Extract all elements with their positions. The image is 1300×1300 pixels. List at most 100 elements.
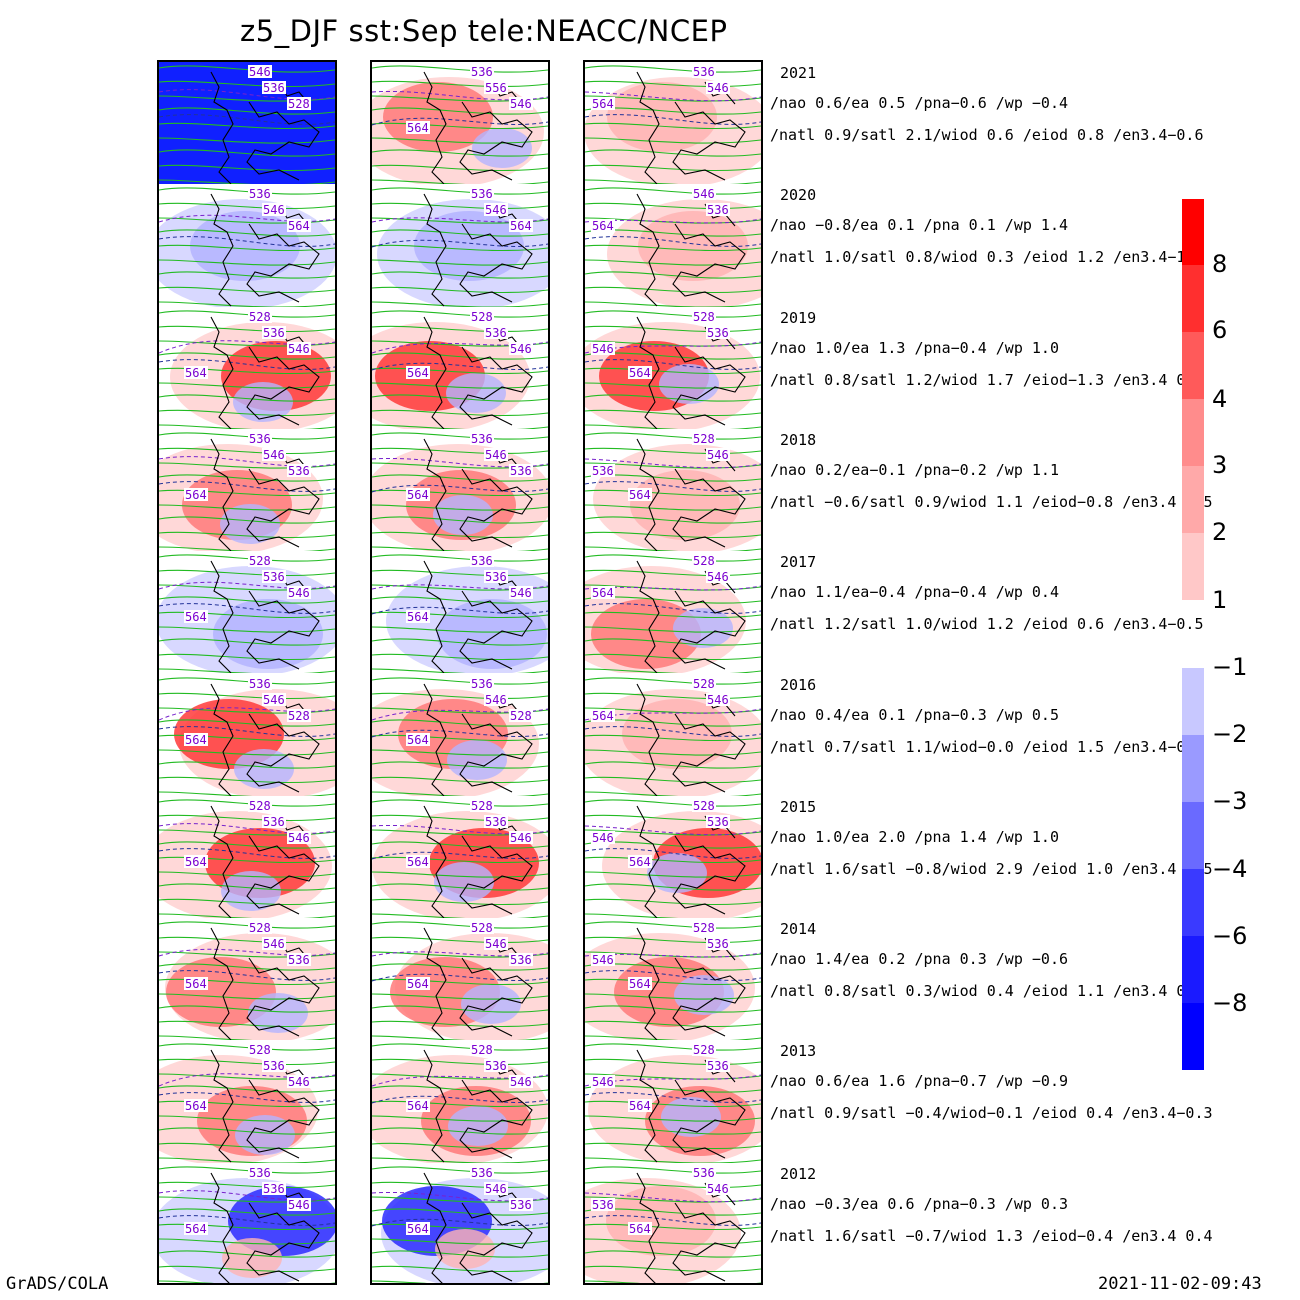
anomaly-core (622, 698, 732, 769)
secondary-anomaly (661, 1097, 721, 1138)
contour-label: 536 (693, 65, 715, 79)
height-contour (159, 898, 335, 905)
height-contour (159, 1115, 335, 1123)
height-contour (372, 409, 548, 416)
secondary-anomaly (448, 1106, 508, 1147)
height-contour (585, 301, 761, 307)
contour-label: 536 (592, 1198, 614, 1212)
height-contour (372, 309, 548, 318)
height-contour (372, 1035, 548, 1041)
height-contour (159, 340, 335, 347)
map-panel: 528 546 564 (585, 673, 761, 796)
contour-label-box (591, 586, 615, 600)
colorbar-tick-label: 8 (1212, 250, 1228, 278)
contour-label: 528 (249, 310, 271, 324)
contour-label-box (470, 798, 494, 812)
dashed-contour (585, 847, 761, 859)
sst-indices: /natl 0.9/satl −0.4/wiod−0.1 /eiod 0.4 /… (770, 1104, 1213, 1123)
sst-indices: /natl 1.6/satl −0.8/wiod 2.9 /eiod 1.0 /… (770, 859, 1213, 878)
height-contour (159, 245, 335, 252)
height-contour (372, 382, 548, 389)
contour-label-box (628, 1099, 652, 1113)
height-contour (372, 760, 548, 769)
contour-label-box (509, 219, 533, 233)
contour-label-box (692, 431, 716, 445)
height-contour (159, 301, 335, 307)
height-contour (159, 668, 335, 674)
height-contour (372, 871, 548, 878)
contour-label-box (248, 187, 272, 201)
height-contour (372, 179, 548, 185)
height-contour (372, 963, 548, 971)
contour-label-box (628, 487, 652, 501)
height-contour (372, 1223, 548, 1230)
contour-label-box (509, 586, 533, 600)
contour-label: 546 (510, 1075, 532, 1089)
contour-label: 528 (471, 921, 493, 935)
dashed-contour (159, 948, 335, 957)
height-contour (372, 626, 548, 633)
secondary-anomaly (447, 739, 507, 780)
height-contour (159, 351, 335, 360)
contour-label: 536 (485, 815, 507, 829)
contour-label: 536 (288, 464, 310, 478)
dashed-contour (159, 456, 335, 467)
anomaly-core (213, 599, 323, 670)
height-contour (159, 531, 335, 538)
height-contour (372, 1208, 548, 1216)
height-contour (372, 203, 548, 210)
height-contour (159, 1196, 335, 1203)
dashed-contour (585, 114, 761, 125)
height-contour (159, 1127, 335, 1136)
contour-label: 536 (510, 1198, 532, 1212)
contour-label-box (248, 431, 272, 445)
height-contour (372, 1127, 548, 1136)
height-contour (159, 137, 335, 144)
sst-indices: /natl 0.8/satl 0.3/wiod 0.4 /eiod 1.1 /e… (770, 982, 1204, 1001)
colorbar-swatch (1182, 869, 1204, 936)
height-contour (159, 287, 335, 294)
height-contour (159, 871, 335, 878)
contour-label: 564 (185, 733, 207, 747)
height-contour (372, 936, 548, 944)
colorbar-swatch (1182, 1003, 1204, 1070)
contour-label-box (248, 1165, 272, 1179)
contour-label-box (484, 814, 508, 828)
contour-label-box (484, 937, 508, 951)
contour-label-box (484, 447, 508, 461)
height-contour (585, 432, 761, 440)
sst-indices: /natl 0.7/satl 1.1/wiod−0.0 /eiod 1.5 /e… (770, 737, 1204, 756)
contour-label: 536 (471, 677, 493, 691)
dashed-contour (585, 603, 761, 615)
contour-label-box (628, 977, 652, 991)
contour-label: 536 (249, 677, 271, 691)
height-contour (372, 424, 548, 429)
height-contour (585, 936, 761, 944)
height-contour (372, 1115, 548, 1123)
height-contour (159, 325, 335, 332)
colorbar-swatch (1182, 265, 1204, 332)
height-contour (372, 1166, 548, 1174)
contour-label-box (287, 97, 311, 110)
contour-label-box (628, 1221, 652, 1235)
contour-label: 536 (263, 1182, 285, 1196)
year-label: 2014 (780, 920, 817, 939)
map-panel: 546 536 564 (585, 184, 761, 307)
height-contour (372, 1085, 548, 1094)
dashed-contour (159, 970, 335, 981)
contour-label: 536 (288, 953, 310, 967)
height-contour (585, 325, 761, 332)
height-contour (372, 531, 548, 538)
contour-label-box (287, 219, 311, 233)
height-contour (585, 393, 761, 402)
contour-label-box (184, 365, 208, 379)
contour-label-box (262, 570, 286, 584)
height-contour (372, 122, 548, 130)
height-contour (372, 668, 548, 674)
